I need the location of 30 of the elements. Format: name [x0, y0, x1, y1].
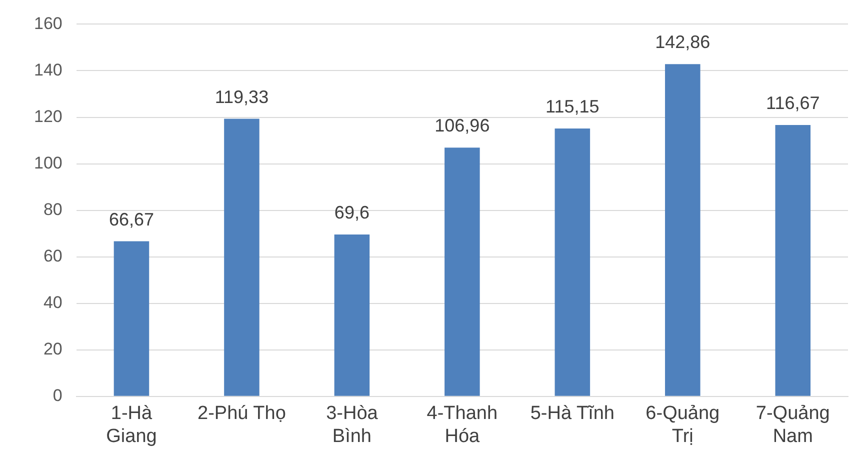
- y-tick-label: 140: [34, 60, 62, 80]
- y-tick-label: 60: [43, 246, 62, 266]
- x-tick-label: 4-Thanh Hóa: [426, 403, 498, 447]
- bar: [444, 148, 480, 396]
- data-label: 66,67: [108, 209, 154, 230]
- data-label: 115,15: [546, 96, 600, 116]
- y-tick-label: 0: [52, 386, 62, 406]
- bar: [224, 118, 260, 396]
- bar: [554, 128, 590, 396]
- data-label: 69,6: [334, 202, 370, 222]
- x-tick-label: 1-Hà Giang: [106, 403, 157, 447]
- bar: [775, 124, 811, 396]
- data-label: 106,96: [434, 116, 490, 136]
- y-tick-label: 20: [43, 340, 62, 359]
- x-tick-label: 3-Hòa Bình: [326, 403, 378, 447]
- y-tick-label: 160: [34, 14, 62, 33]
- x-tick-label: 7-Quảng Nam: [756, 403, 830, 447]
- data-label: 119,33: [214, 86, 269, 107]
- x-tick-label: 5-Hà Tĩnh: [530, 403, 614, 424]
- y-tick-label: 80: [43, 200, 62, 219]
- data-label: 142,86: [655, 32, 710, 52]
- bar: [334, 234, 370, 396]
- bar: [114, 241, 150, 396]
- data-label: 116,67: [766, 92, 820, 113]
- y-tick-label: 100: [34, 153, 62, 172]
- bar: [665, 64, 700, 396]
- y-tick-label: 40: [43, 293, 62, 312]
- y-tick-label: 120: [34, 106, 62, 126]
- x-tick-label: 6-Quảng Trị: [646, 403, 720, 447]
- x-tick-label: 2-Phú Thọ: [198, 403, 286, 424]
